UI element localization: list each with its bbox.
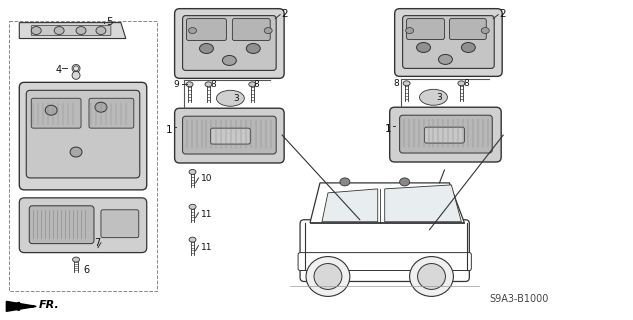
Polygon shape — [19, 23, 126, 38]
FancyBboxPatch shape — [394, 9, 502, 76]
FancyBboxPatch shape — [449, 19, 486, 40]
FancyBboxPatch shape — [399, 115, 492, 153]
Text: 4: 4 — [55, 65, 61, 76]
Bar — [9, 20, 157, 292]
Ellipse shape — [205, 82, 212, 87]
Ellipse shape — [189, 237, 196, 242]
Text: 6: 6 — [83, 265, 89, 275]
Ellipse shape — [70, 147, 82, 157]
Ellipse shape — [216, 90, 244, 106]
FancyBboxPatch shape — [300, 220, 469, 282]
Ellipse shape — [189, 170, 196, 174]
Ellipse shape — [340, 178, 350, 186]
Text: 2: 2 — [499, 9, 506, 19]
FancyBboxPatch shape — [182, 16, 276, 70]
Ellipse shape — [189, 204, 196, 209]
FancyBboxPatch shape — [101, 210, 139, 238]
Ellipse shape — [222, 55, 236, 65]
Text: 10: 10 — [201, 174, 212, 183]
Text: S9A3-B1000: S9A3-B1000 — [489, 294, 549, 304]
FancyBboxPatch shape — [31, 98, 81, 128]
Ellipse shape — [31, 27, 41, 35]
Polygon shape — [310, 183, 465, 223]
FancyBboxPatch shape — [29, 206, 94, 244]
FancyBboxPatch shape — [406, 19, 444, 40]
Text: 8: 8 — [210, 80, 216, 89]
Text: 7: 7 — [94, 238, 100, 248]
Ellipse shape — [403, 81, 410, 86]
Polygon shape — [322, 189, 378, 222]
Ellipse shape — [439, 54, 453, 64]
FancyBboxPatch shape — [210, 128, 250, 144]
Text: 11: 11 — [201, 243, 212, 252]
FancyBboxPatch shape — [26, 90, 140, 178]
FancyBboxPatch shape — [175, 9, 284, 78]
Text: 3: 3 — [234, 94, 239, 103]
FancyBboxPatch shape — [390, 107, 501, 162]
Text: 3: 3 — [437, 93, 442, 102]
Ellipse shape — [249, 82, 256, 87]
Text: 5: 5 — [106, 17, 113, 27]
Polygon shape — [6, 301, 36, 311]
Text: 8: 8 — [393, 79, 399, 88]
Polygon shape — [385, 185, 461, 222]
Text: 1: 1 — [385, 124, 392, 134]
Text: 8: 8 — [463, 79, 469, 88]
Text: 1: 1 — [166, 125, 173, 135]
Ellipse shape — [186, 82, 193, 87]
Ellipse shape — [458, 81, 465, 86]
FancyBboxPatch shape — [31, 26, 111, 36]
FancyBboxPatch shape — [182, 116, 276, 154]
Text: FR.: FR. — [39, 300, 60, 310]
Text: 8: 8 — [253, 80, 259, 89]
Ellipse shape — [417, 43, 430, 52]
Ellipse shape — [72, 71, 80, 79]
Ellipse shape — [406, 28, 413, 34]
FancyBboxPatch shape — [232, 19, 270, 41]
FancyBboxPatch shape — [298, 252, 472, 270]
Text: 2: 2 — [281, 9, 288, 19]
Ellipse shape — [246, 44, 260, 53]
Ellipse shape — [410, 257, 453, 296]
Ellipse shape — [481, 28, 489, 34]
Ellipse shape — [45, 105, 57, 115]
FancyBboxPatch shape — [19, 82, 147, 190]
FancyBboxPatch shape — [19, 198, 147, 252]
Ellipse shape — [420, 89, 448, 105]
Ellipse shape — [461, 43, 475, 52]
Ellipse shape — [199, 44, 213, 53]
FancyBboxPatch shape — [89, 98, 134, 128]
Ellipse shape — [54, 27, 64, 35]
Ellipse shape — [314, 264, 342, 289]
Ellipse shape — [264, 28, 272, 34]
Ellipse shape — [399, 178, 410, 186]
FancyBboxPatch shape — [175, 108, 284, 163]
FancyBboxPatch shape — [403, 16, 494, 68]
Ellipse shape — [306, 257, 350, 296]
Ellipse shape — [418, 264, 446, 289]
Ellipse shape — [73, 66, 78, 71]
Ellipse shape — [96, 27, 106, 35]
Text: 9: 9 — [174, 80, 180, 89]
Ellipse shape — [72, 64, 80, 72]
Ellipse shape — [95, 102, 107, 112]
Ellipse shape — [76, 27, 86, 35]
FancyBboxPatch shape — [187, 19, 227, 41]
Ellipse shape — [73, 257, 80, 262]
Ellipse shape — [189, 28, 196, 34]
FancyBboxPatch shape — [425, 127, 465, 143]
Text: 11: 11 — [201, 210, 212, 219]
